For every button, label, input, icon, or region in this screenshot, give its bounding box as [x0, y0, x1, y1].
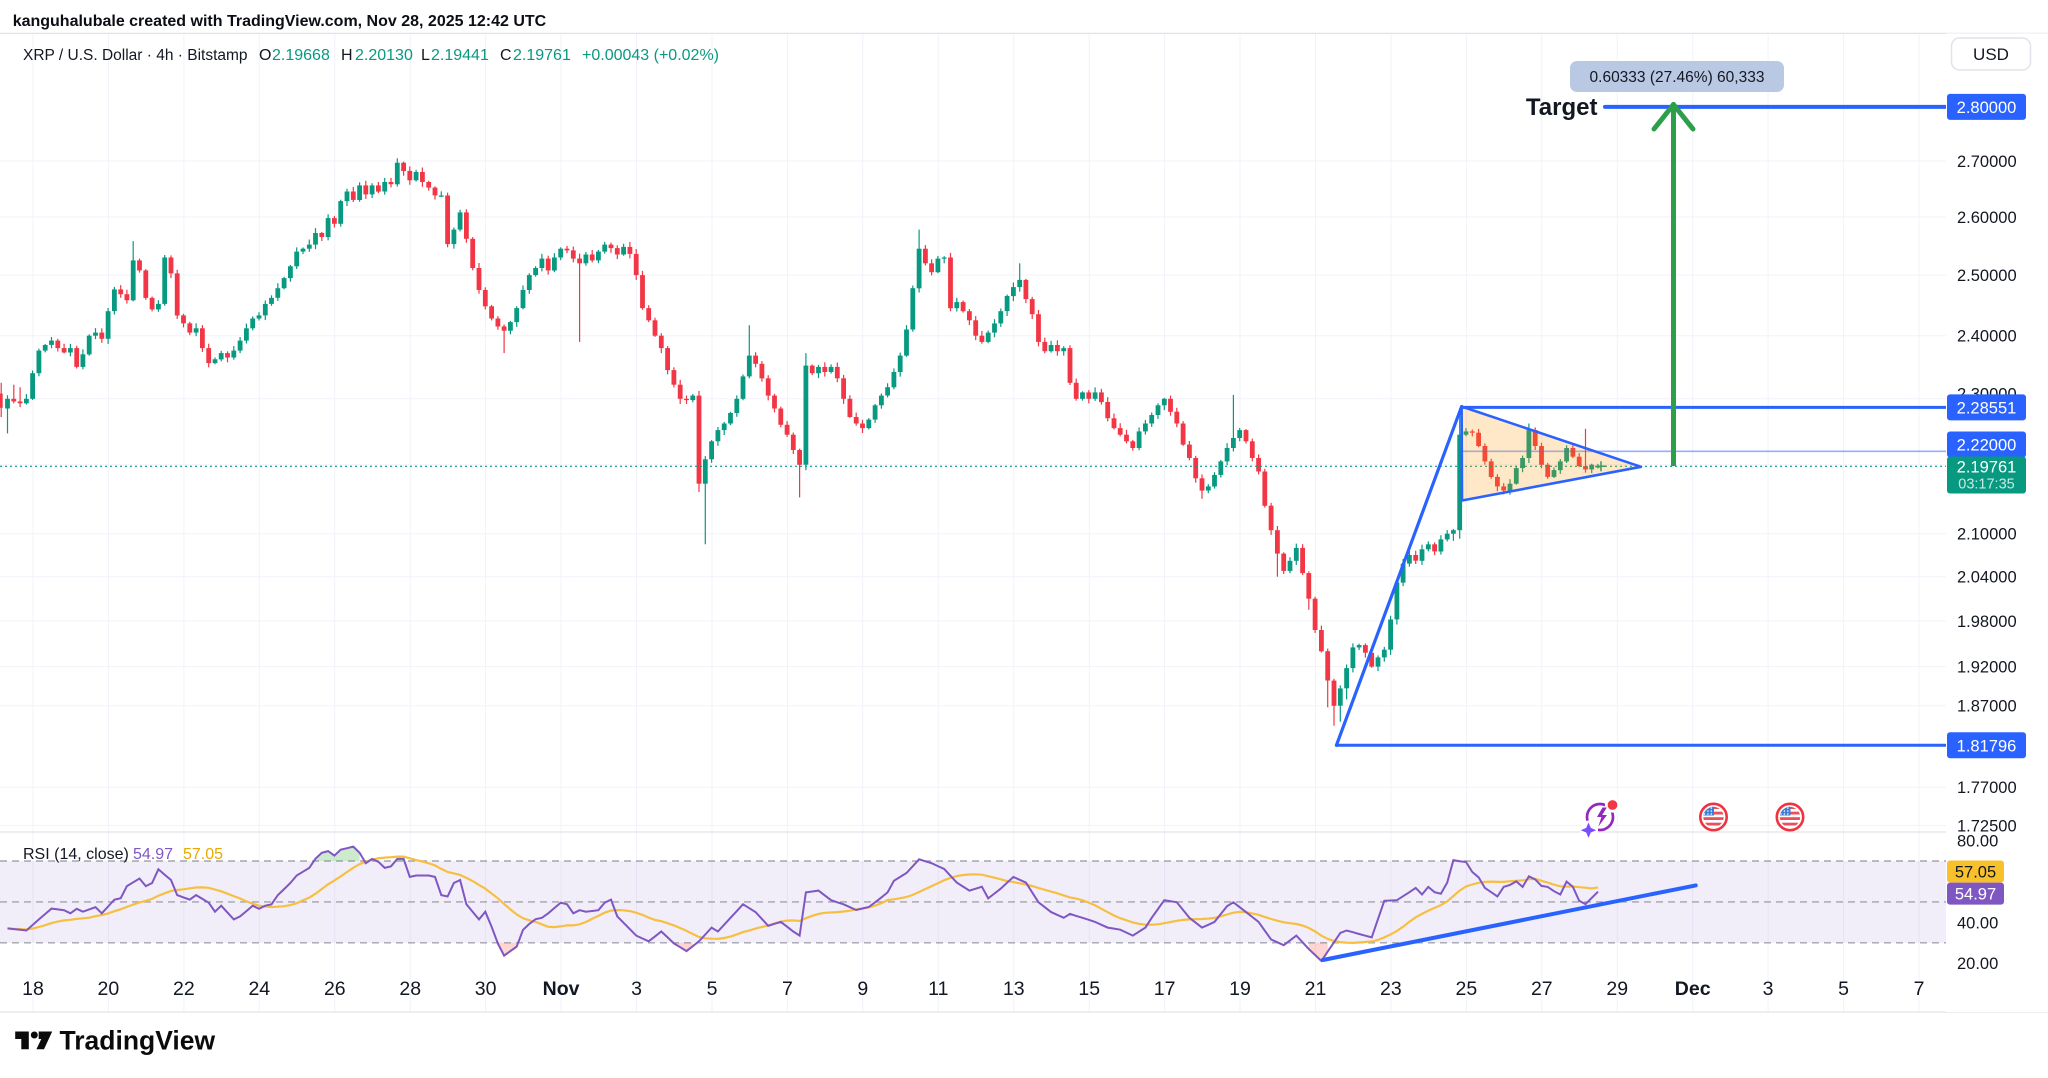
svg-text:2.28551: 2.28551: [1957, 399, 2017, 417]
svg-text:9: 9: [857, 978, 868, 1000]
svg-text:18: 18: [22, 978, 44, 1000]
svg-text:80.00: 80.00: [1957, 833, 1998, 851]
svg-text:3: 3: [631, 978, 642, 1000]
svg-text:2.80000: 2.80000: [1957, 99, 2017, 117]
svg-text:21: 21: [1305, 978, 1327, 1000]
svg-text:03:17:35: 03:17:35: [1958, 477, 2014, 493]
svg-text:2.04000: 2.04000: [1957, 569, 2017, 587]
svg-text:2.70000: 2.70000: [1957, 153, 2017, 171]
svg-text:20: 20: [98, 978, 120, 1000]
svg-text:27: 27: [1531, 978, 1553, 1000]
svg-text:TradingView: TradingView: [60, 1026, 216, 1056]
svg-text:C: C: [500, 47, 512, 64]
svg-text:22: 22: [173, 978, 195, 1000]
svg-text:H: H: [341, 47, 353, 64]
svg-text:24: 24: [248, 978, 270, 1000]
svg-text:kanguhalubale created with Tra: kanguhalubale created with TradingView.c…: [13, 13, 547, 30]
svg-text:USD: USD: [1973, 45, 2009, 64]
svg-text:RSI (14, close): RSI (14, close): [23, 846, 129, 863]
svg-text:L: L: [421, 47, 430, 64]
svg-text:1.98000: 1.98000: [1957, 613, 2017, 631]
svg-text:2.19668: 2.19668: [272, 47, 330, 64]
svg-text:O: O: [259, 47, 271, 64]
svg-text:54.97: 54.97: [133, 846, 173, 863]
svg-text:17: 17: [1154, 978, 1176, 1000]
svg-text:2.50000: 2.50000: [1957, 267, 2017, 285]
svg-text:1.77000: 1.77000: [1957, 779, 2017, 797]
svg-text:+0.00043 (+0.02%): +0.00043 (+0.02%): [582, 47, 719, 64]
svg-text:15: 15: [1078, 978, 1100, 1000]
svg-text:7: 7: [782, 978, 793, 1000]
svg-text:0.60333 (27.46%) 60,333: 0.60333 (27.46%) 60,333: [1590, 69, 1765, 86]
svg-text:20.00: 20.00: [1957, 955, 1998, 973]
svg-text:1.92000: 1.92000: [1957, 659, 2017, 677]
svg-text:5: 5: [707, 978, 718, 1000]
svg-text:29: 29: [1606, 978, 1628, 1000]
svg-text:19: 19: [1229, 978, 1251, 1000]
svg-text:57.05: 57.05: [183, 846, 223, 863]
svg-text:1.87000: 1.87000: [1957, 698, 2017, 716]
svg-text:2.40000: 2.40000: [1957, 328, 2017, 346]
svg-text:25: 25: [1456, 978, 1478, 1000]
svg-text:2.22000: 2.22000: [1957, 437, 2017, 455]
svg-text:3: 3: [1763, 978, 1774, 1000]
svg-text:Target: Target: [1526, 94, 1598, 121]
svg-text:7: 7: [1914, 978, 1925, 1000]
svg-text:11: 11: [928, 978, 948, 1000]
svg-text:40.00: 40.00: [1957, 914, 1998, 932]
svg-text:26: 26: [324, 978, 346, 1000]
svg-text:2.19761: 2.19761: [1957, 459, 2017, 477]
svg-text:2.19761: 2.19761: [513, 47, 571, 64]
svg-text:28: 28: [399, 978, 421, 1000]
svg-text:2.10000: 2.10000: [1957, 526, 2017, 544]
svg-text:Dec: Dec: [1675, 978, 1711, 1000]
svg-text:1.81796: 1.81796: [1957, 737, 2017, 755]
svg-text:13: 13: [1003, 978, 1025, 1000]
svg-text:57.05: 57.05: [1955, 864, 1996, 882]
svg-text:XRP / U.S. Dollar · 4h · Bitst: XRP / U.S. Dollar · 4h · Bitstamp: [23, 47, 248, 64]
svg-text:2.60000: 2.60000: [1957, 209, 2017, 227]
svg-text:2.20130: 2.20130: [355, 47, 413, 64]
svg-text:2.19441: 2.19441: [431, 47, 489, 64]
svg-text:5: 5: [1838, 978, 1849, 1000]
svg-text:30: 30: [475, 978, 497, 1000]
svg-text:Nov: Nov: [543, 978, 580, 1000]
svg-text:23: 23: [1380, 978, 1402, 1000]
svg-text:1.72500: 1.72500: [1957, 817, 2017, 835]
svg-text:54.97: 54.97: [1955, 886, 1996, 904]
